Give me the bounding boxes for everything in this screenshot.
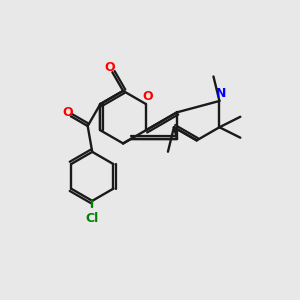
Text: O: O [104,61,115,74]
Text: N: N [216,87,226,100]
Text: O: O [142,90,153,103]
Text: O: O [62,106,73,119]
Text: Cl: Cl [85,212,99,225]
